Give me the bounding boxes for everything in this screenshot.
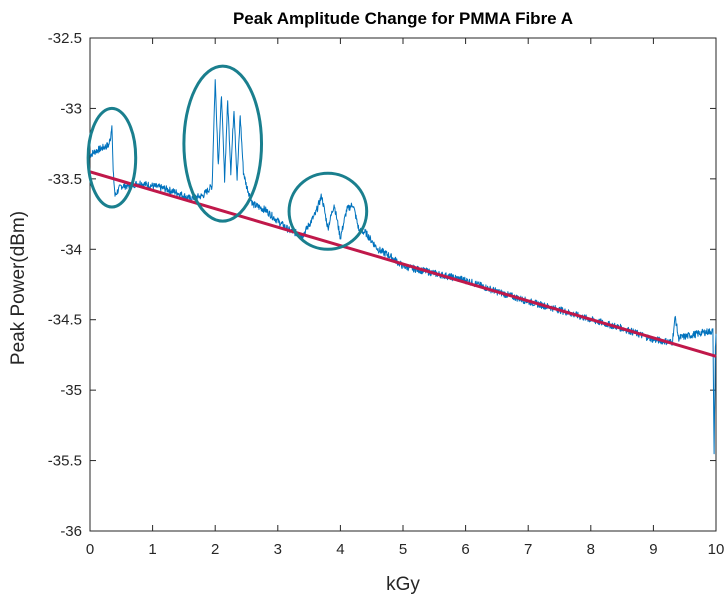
y-tick-label: -33.5	[48, 171, 82, 188]
x-tick-label: 7	[524, 541, 532, 558]
x-tick-label: 6	[461, 541, 469, 558]
y-tick-label: -35	[60, 382, 82, 399]
x-tick-label: 4	[336, 541, 344, 558]
y-tick-label: -35.5	[48, 453, 82, 470]
y-tick-label: -34.5	[48, 312, 82, 329]
x-tick-label: 2	[211, 541, 219, 558]
axes-box	[89, 37, 717, 532]
y-axis-label: Peak Power(dBm)	[8, 211, 29, 365]
fit-line	[89, 170, 717, 358]
highlight-ellipse	[182, 64, 264, 223]
y-tick-label: -33	[60, 100, 82, 117]
y-tick-label: -36	[60, 523, 82, 540]
y-tick-label: -32.5	[48, 30, 82, 47]
x-tick-label: 1	[148, 541, 156, 558]
highlight-ellipse	[287, 171, 369, 251]
x-tick-label: 5	[399, 541, 407, 558]
x-axis-label: kGy	[386, 574, 420, 595]
x-tick-label: 9	[649, 541, 657, 558]
x-tick-label: 3	[274, 541, 282, 558]
x-tick-label: 8	[587, 541, 595, 558]
chart-title: Peak Amplitude Change for PMMA Fibre A	[233, 9, 573, 28]
y-tick-label: -34	[60, 241, 82, 258]
plot-area: 0 1 2 3 4 5 6 7 8 9 10 -32.5 -33 -33.5 -34 -34.5 -35 -35.…	[48, 30, 725, 558]
x-tick-label: 0	[86, 541, 94, 558]
highlight-ellipse	[86, 106, 138, 209]
x-tick-label: 10	[708, 541, 725, 558]
